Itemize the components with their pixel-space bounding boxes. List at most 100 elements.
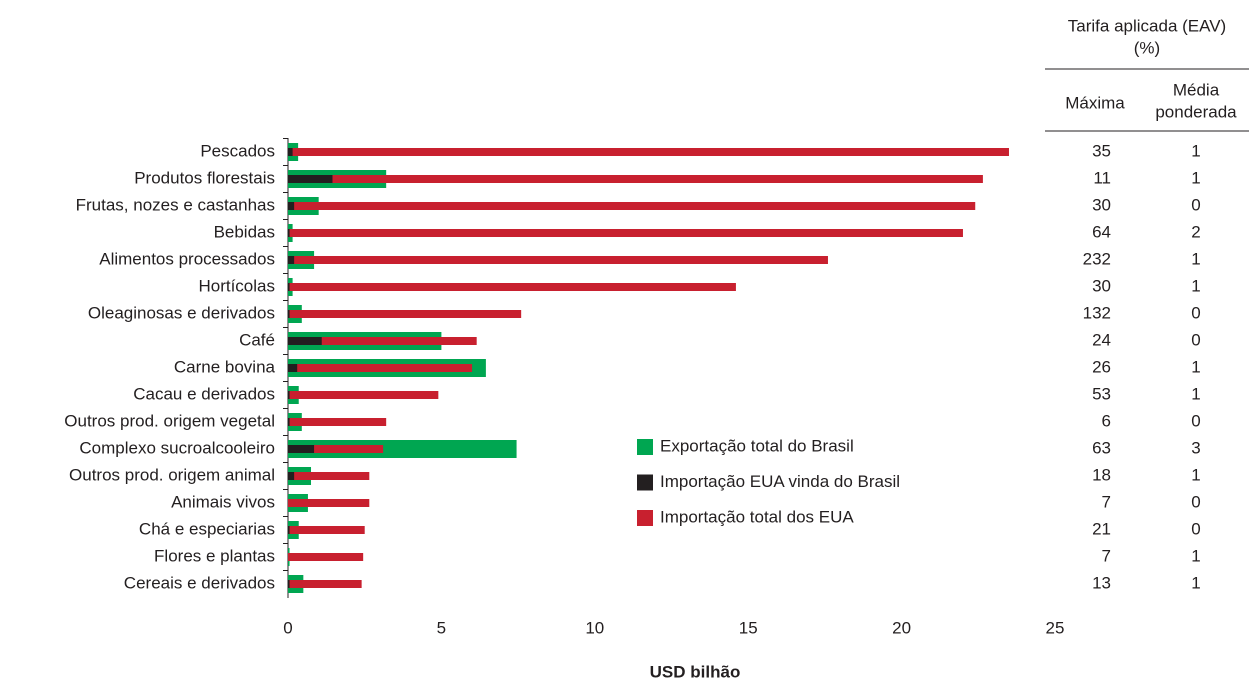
bar xyxy=(288,445,315,453)
bar xyxy=(288,391,439,399)
bar xyxy=(288,440,517,458)
column-header: ponderada xyxy=(1155,102,1237,121)
x-tick-label: 25 xyxy=(1046,618,1065,637)
y-tick-label: Bebidas xyxy=(214,222,275,241)
y-tick-label: Cacau e derivados xyxy=(133,384,275,403)
bar xyxy=(288,580,290,588)
table-cell: 7 xyxy=(1102,546,1111,565)
table-cell: 18 xyxy=(1092,465,1111,484)
table-cell: 232 xyxy=(1083,249,1111,268)
bar xyxy=(288,418,387,426)
bar xyxy=(288,526,290,534)
bar xyxy=(288,337,477,345)
table-cell: 1 xyxy=(1191,546,1200,565)
y-tick-label: Cereais e derivados xyxy=(124,573,275,592)
bar xyxy=(288,526,365,534)
bar xyxy=(288,418,290,426)
table-cell: 0 xyxy=(1191,330,1200,349)
table-cell: 1 xyxy=(1191,573,1200,592)
bar xyxy=(288,364,473,372)
bar xyxy=(288,229,963,237)
y-tick-label: Hortícolas xyxy=(198,276,275,295)
legend-label: Importação total dos EUA xyxy=(660,507,854,526)
table-cell: 0 xyxy=(1191,519,1200,538)
legend-swatch xyxy=(637,474,653,491)
y-tick-label: Chá e especiarias xyxy=(139,519,275,538)
y-tick-label: Outros prod. origem vegetal xyxy=(64,411,275,430)
legend-label: Importação EUA vinda do Brasil xyxy=(660,472,900,491)
bar xyxy=(288,472,370,480)
column-header: Máxima xyxy=(1065,93,1125,112)
y-tick-label: Produtos florestais xyxy=(134,168,275,187)
y-tick-label: Alimentos processados xyxy=(99,249,275,268)
bar xyxy=(288,229,290,237)
x-axis-label: USD bilhão xyxy=(650,662,741,681)
table-cell: 24 xyxy=(1092,330,1111,349)
table-cell: 26 xyxy=(1092,357,1111,376)
x-tick-label: 0 xyxy=(283,618,292,637)
bar xyxy=(288,553,364,561)
y-tick-label: Pescados xyxy=(200,141,275,160)
bar xyxy=(288,310,522,318)
bar xyxy=(288,256,295,264)
bar xyxy=(288,202,295,210)
table-cell: 0 xyxy=(1191,411,1200,430)
table-cell: 30 xyxy=(1092,276,1111,295)
bar xyxy=(288,337,322,345)
table-cell: 11 xyxy=(1093,168,1111,187)
bar xyxy=(288,202,976,210)
y-tick-label: Frutas, nozes e castanhas xyxy=(76,195,275,214)
table-cell: 35 xyxy=(1092,141,1111,160)
legend-swatch xyxy=(637,510,653,526)
table-cell: 13 xyxy=(1092,573,1111,592)
table-cell: 21 xyxy=(1092,519,1111,538)
y-tick-label: Flores e plantas xyxy=(154,546,275,565)
y-tick-label: Outros prod. origem animal xyxy=(69,465,275,484)
legend-swatch xyxy=(637,439,653,455)
legend-label: Exportação total do Brasil xyxy=(660,436,854,455)
table-cell: 7 xyxy=(1102,492,1111,511)
bar xyxy=(288,580,362,588)
x-tick-label: 5 xyxy=(437,618,446,637)
table-cell: 3 xyxy=(1191,438,1200,457)
bar xyxy=(288,175,333,183)
x-tick-label: 20 xyxy=(892,618,911,637)
table-cell: 1 xyxy=(1191,465,1200,484)
bar xyxy=(288,445,384,453)
bar xyxy=(288,148,1009,156)
bar xyxy=(288,175,983,183)
table-title: Tarifa aplicada (EAV) xyxy=(1068,16,1226,35)
bar xyxy=(288,472,295,480)
table-cell: 63 xyxy=(1092,438,1111,457)
x-tick-label: 10 xyxy=(585,618,604,637)
table-cell: 1 xyxy=(1191,384,1200,403)
y-tick-label: Café xyxy=(239,330,275,349)
x-tick-label: 15 xyxy=(739,618,758,637)
table-cell: 30 xyxy=(1092,195,1111,214)
table-cell: 1 xyxy=(1191,141,1200,160)
y-tick-label: Complexo sucroalcooleiro xyxy=(79,438,275,457)
table-cell: 1 xyxy=(1191,249,1200,268)
table-cell: 132 xyxy=(1083,303,1111,322)
table-cell: 0 xyxy=(1191,303,1200,322)
y-tick-label: Carne bovina xyxy=(174,357,276,376)
table-title: (%) xyxy=(1134,38,1160,57)
bar xyxy=(288,391,290,399)
table-cell: 1 xyxy=(1191,276,1200,295)
bar xyxy=(288,283,736,291)
table-cell: 53 xyxy=(1092,384,1111,403)
bar xyxy=(288,364,298,372)
table-cell: 0 xyxy=(1191,195,1200,214)
table-cell: 6 xyxy=(1102,411,1111,430)
column-header: Média xyxy=(1173,80,1220,99)
bar xyxy=(288,256,828,264)
table-cell: 1 xyxy=(1191,357,1200,376)
y-tick-label: Animais vivos xyxy=(171,492,275,511)
bar xyxy=(288,310,290,318)
table-cell: 0 xyxy=(1191,492,1200,511)
table-cell: 64 xyxy=(1092,222,1111,241)
bar xyxy=(288,283,290,291)
table-cell: 2 xyxy=(1191,222,1200,241)
y-tick-label: Oleaginosas e derivados xyxy=(88,303,275,322)
